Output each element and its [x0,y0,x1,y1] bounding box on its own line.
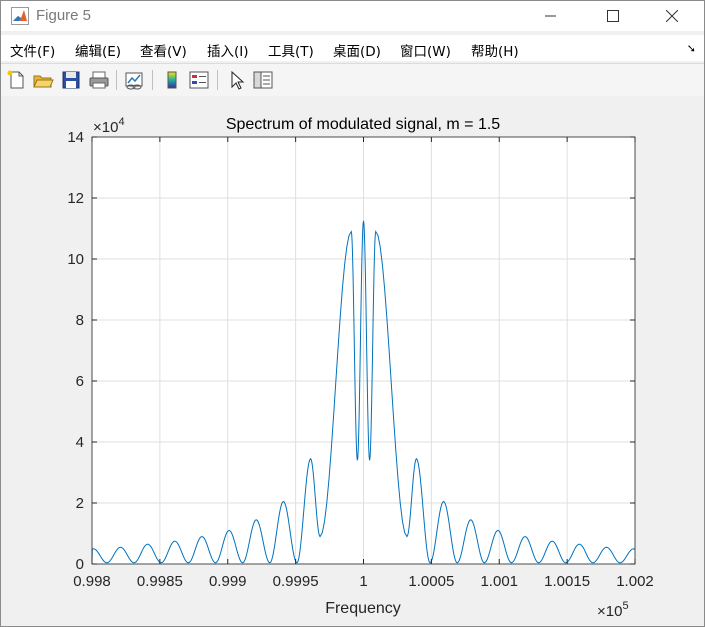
y-tick-label: 0 [76,556,84,573]
y-tick-label: 10 [67,251,84,268]
menu-file[interactable]: 文件(F) [10,44,56,60]
menu-window[interactable]: 窗口(W) [400,44,451,60]
property-inspector-icon[interactable] [252,69,274,91]
minimize-icon [545,15,556,17]
pointer-icon[interactable] [226,69,248,91]
menu-desktop[interactable]: 桌面(D) [333,44,381,60]
y-axis-ticks: 0 2 4 6 8 10 12 14 [67,129,635,573]
x-exponent-power: 5 [622,600,628,612]
toolbar-separator [152,70,153,90]
y-tick-label: 2 [76,495,84,512]
y-tick-label: 8 [76,312,84,329]
x-exponent-label: ×105 [597,600,629,620]
y-tick-label: 4 [76,434,84,451]
y-tick-label: 14 [67,129,84,146]
y-exponent-label: ×104 [93,116,125,136]
link-plot-icon[interactable] [123,69,145,91]
colorbar-icon[interactable] [161,69,183,91]
x-tick-label: 1.001 [480,573,518,590]
x-axis-ticks: 0.998 0.9985 0.999 0.9995 1 1.0005 1.001 1.0015… [73,137,654,590]
close-icon [666,10,678,22]
x-tick-label: 1.002 [616,573,654,590]
toolbar-separator [217,70,218,90]
x-tick-label: 0.9995 [273,573,319,590]
y-exponent-base: ×10 [93,119,118,136]
matlab-logo-icon [11,7,29,25]
x-tick-label: 1.0015 [544,573,590,590]
maximize-icon [607,10,619,22]
y-exponent-power: 4 [118,116,124,128]
menu-insert[interactable]: 插入(I) [207,44,249,60]
window-title: Figure 5 [36,7,92,24]
x-exponent-base: ×10 [597,603,622,620]
y-tick-label: 12 [67,190,84,207]
menu-edit[interactable]: 编辑(E) [75,44,122,60]
maximize-button[interactable] [590,1,636,31]
menu-help[interactable]: 帮助(H) [471,44,519,60]
x-tick-label: 0.998 [73,573,111,590]
new-figure-icon[interactable] [6,69,28,91]
title-bar[interactable]: Figure 5 [1,1,704,31]
toolbar-dock-arrow-icon[interactable]: ➘ [686,43,696,55]
legend-icon[interactable] [188,69,210,91]
menu-tools[interactable]: 工具(T) [268,44,314,60]
figure-canvas[interactable]: 0.998 0.9985 0.999 0.9995 1 1.0005 1.001 1.0015… [1,96,704,626]
menu-bar: 文件(F) 编辑(E) 查看(V) 插入(I) 工具(T) 桌面(D) 窗口(W… [1,35,704,61]
x-tick-label: 1.0005 [408,573,454,590]
plot-svg: 0.998 0.9985 0.999 0.9995 1 1.0005 1.001 1.0015… [67,116,654,620]
chart-title: Spectrum of modulated signal, m = 1.5 [226,116,500,133]
figure-toolbar [1,63,704,97]
print-icon[interactable] [88,69,110,91]
y-tick-label: 6 [76,373,84,390]
toolbar-separator [116,70,117,90]
open-file-icon[interactable] [32,69,54,91]
x-tick-label: 0.9985 [137,573,183,590]
save-icon[interactable] [60,69,82,91]
close-button[interactable] [649,1,695,31]
x-axis-label: Frequency [325,600,401,617]
spectrum-line [91,220,636,564]
x-tick-label: 0.999 [209,573,247,590]
menu-view[interactable]: 查看(V) [140,44,187,60]
minimize-button[interactable] [528,1,574,31]
x-tick-label: 1 [359,573,367,590]
